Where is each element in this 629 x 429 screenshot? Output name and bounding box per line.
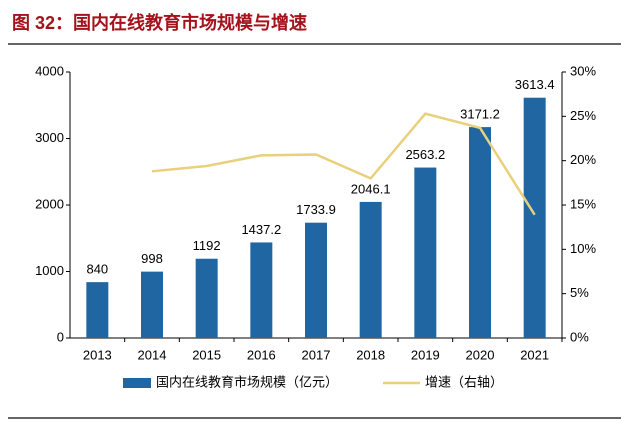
bar-value-label: 840 [86,262,108,277]
x-tick-label: 2014 [138,347,167,362]
bar-value-label: 3171.2 [460,107,500,122]
growth-line [151,112,536,216]
y2-tick-label: 20% [570,152,596,167]
bar-value-label: 2046.1 [351,181,391,196]
bar [523,97,546,339]
bar [141,271,163,338]
x-tick-label: 2017 [302,347,331,362]
bar-value-label: 1733.9 [296,202,336,217]
x-tick-label: 2019 [411,347,440,362]
x-tick-label: 2020 [466,347,495,362]
bar-value-label: 1437.2 [241,222,281,237]
y2-tick-label: 30% [570,63,596,78]
bar [305,222,327,338]
x-tick-label: 2015 [192,347,221,362]
legend-swatch [123,378,151,388]
bar [250,242,273,338]
bar-value-label: 998 [141,251,163,266]
bar-value-label: 1192 [193,238,221,253]
bar [414,167,437,338]
y2-tick-label: 5% [570,285,589,300]
x-tick-label: 2013 [83,347,112,362]
bar-value-label: 3613.4 [515,77,555,92]
bar [195,258,218,338]
y-tick-label: 2000 [35,196,64,211]
y-tick-label: 1000 [35,263,64,278]
bar [86,282,109,338]
bar-value-label: 2563.2 [405,147,445,162]
x-tick-label: 2021 [520,347,549,362]
y-tick-label: 0 [57,329,64,344]
bar [359,201,382,338]
legend-label: 国内在线教育市场规模（亿元） [156,374,338,389]
legend-label: 增速（右轴） [425,374,503,389]
x-tick-label: 2018 [356,347,385,362]
y-tick-label: 4000 [35,63,64,78]
x-tick-label: 2016 [247,347,276,362]
y2-tick-label: 0% [570,329,589,344]
y2-tick-label: 15% [570,196,596,211]
chart-title: 图 32：国内在线教育市场规模与增速 [12,12,307,33]
y-tick-label: 3000 [35,130,64,145]
y2-tick-label: 10% [570,241,596,256]
bar [469,127,491,338]
y2-tick-label: 25% [570,108,596,123]
